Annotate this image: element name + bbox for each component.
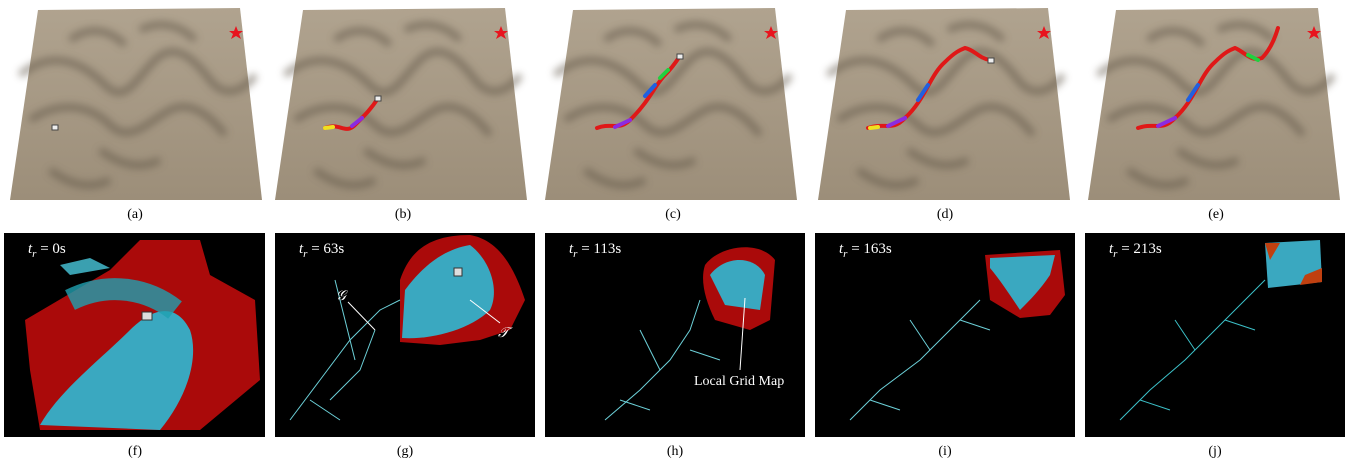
terrain-image: [275, 8, 527, 200]
panel-caption: (i): [938, 444, 952, 459]
terrain-image: [818, 8, 1070, 200]
terrain-image: [10, 8, 262, 200]
time-value: = 0s: [36, 241, 65, 257]
panel-caption: (j): [1208, 444, 1222, 459]
time-value: = 113s: [577, 241, 621, 257]
robot: [677, 54, 683, 59]
figure: (a)(b)(c)(d)(e)(f)tr = 0s(g)tr = 63s(h)t…: [0, 0, 1348, 464]
time-value: = 63s: [307, 241, 344, 257]
robot: [375, 96, 381, 101]
terrain-image: [545, 8, 797, 200]
panel-caption: (c): [665, 207, 681, 222]
panel-caption: (f): [128, 444, 142, 459]
robot: [454, 268, 462, 276]
time-value: = 213s: [1117, 241, 1161, 257]
robot: [142, 312, 152, 320]
panel-caption: (h): [667, 444, 684, 459]
panel-caption: (g): [397, 444, 414, 459]
time-value: = 163s: [847, 241, 891, 257]
panel-caption: (b): [395, 207, 412, 222]
robot: [52, 125, 58, 130]
terrain-image: [1088, 8, 1340, 200]
panel-caption: (d): [937, 207, 954, 222]
robot: [988, 58, 994, 63]
panel-caption: (a): [127, 207, 143, 222]
annotation: Local Grid Map: [694, 374, 784, 389]
panel-caption: (e): [1208, 207, 1224, 222]
